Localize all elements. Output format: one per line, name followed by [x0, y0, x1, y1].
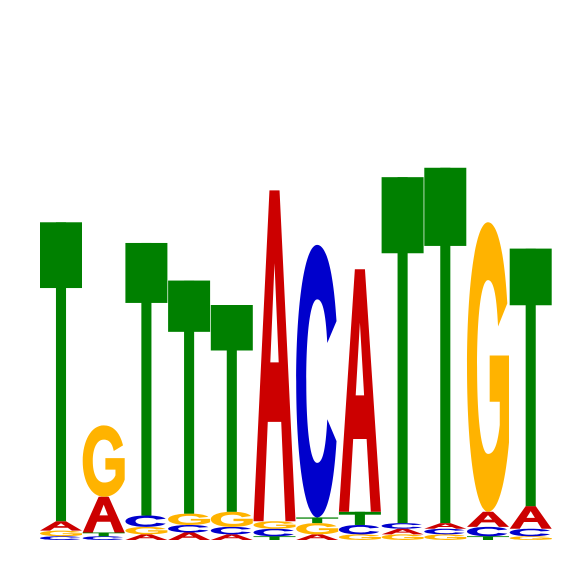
letter-C-pos-7 — [296, 244, 337, 518]
letter-T-pos-12 — [509, 248, 552, 507]
letter-G-pos-8 — [338, 534, 381, 540]
letter-A-pos-6 — [253, 190, 296, 522]
letter-C-pos-1 — [40, 536, 81, 540]
letter-A-pos-12 — [509, 506, 552, 529]
letter-G-pos-2 — [82, 425, 125, 497]
letter-C-pos-2 — [82, 536, 124, 540]
letter-C-pos-3 — [125, 515, 166, 527]
letter-T-pos-7 — [296, 517, 339, 524]
letter-A-pos-10 — [424, 523, 467, 529]
letter-T-pos-4 — [168, 280, 211, 514]
letter-G-pos-3 — [125, 526, 168, 535]
logo-column-2 — [82, 425, 125, 540]
logo-column-1 — [40, 222, 82, 540]
letter-C-pos-10 — [424, 528, 465, 535]
letter-A-pos-2 — [82, 496, 125, 533]
letter-A-pos-1 — [40, 521, 82, 531]
letter-C-pos-11 — [467, 526, 508, 537]
logo-column-4 — [168, 280, 211, 540]
letter-T-pos-5 — [210, 305, 253, 512]
logo-column-5 — [210, 305, 253, 540]
letter-T-pos-2 — [82, 532, 125, 537]
logo-column-8 — [338, 269, 381, 540]
letter-G-pos-9 — [381, 534, 424, 540]
letter-G-pos-12 — [509, 536, 552, 540]
logo-columns — [40, 167, 552, 540]
letter-G-pos-7 — [296, 523, 339, 535]
letter-T-pos-1 — [40, 222, 82, 522]
letter-T-pos-9 — [381, 177, 424, 524]
letter-T-pos-3 — [125, 242, 168, 516]
logo-column-12 — [509, 248, 552, 540]
logo-column-3 — [125, 242, 168, 540]
letter-G-pos-4 — [168, 513, 211, 525]
letter-G-pos-10 — [424, 534, 467, 540]
letter-C-pos-12 — [509, 528, 551, 537]
logo-column-7 — [296, 244, 339, 540]
letter-G-pos-1 — [40, 530, 82, 537]
letter-G-pos-11 — [467, 222, 509, 512]
letter-G-pos-5 — [210, 511, 253, 527]
letter-T-pos-10 — [424, 167, 467, 524]
letter-A-pos-5 — [210, 534, 253, 540]
letter-C-pos-4 — [168, 524, 209, 533]
letter-A-pos-7 — [296, 534, 339, 540]
logo-column-10 — [424, 167, 467, 540]
letter-A-pos-8 — [338, 269, 381, 512]
letter-C-pos-8 — [338, 524, 380, 535]
letter-C-pos-6 — [253, 528, 294, 537]
letter-C-pos-9 — [381, 523, 422, 529]
letter-A-pos-9 — [381, 528, 424, 535]
letter-A-pos-11 — [467, 511, 509, 527]
letter-T-pos-6 — [253, 536, 296, 540]
logo-column-9 — [381, 177, 424, 540]
letter-G-pos-6 — [253, 521, 296, 529]
letter-A-pos-4 — [168, 532, 211, 540]
letter-A-pos-3 — [125, 534, 168, 540]
letter-T-pos-11 — [467, 536, 509, 540]
logo-column-6 — [253, 190, 296, 540]
logo-column-11 — [467, 222, 509, 540]
letter-C-pos-5 — [210, 526, 252, 535]
letter-T-pos-8 — [338, 511, 381, 525]
